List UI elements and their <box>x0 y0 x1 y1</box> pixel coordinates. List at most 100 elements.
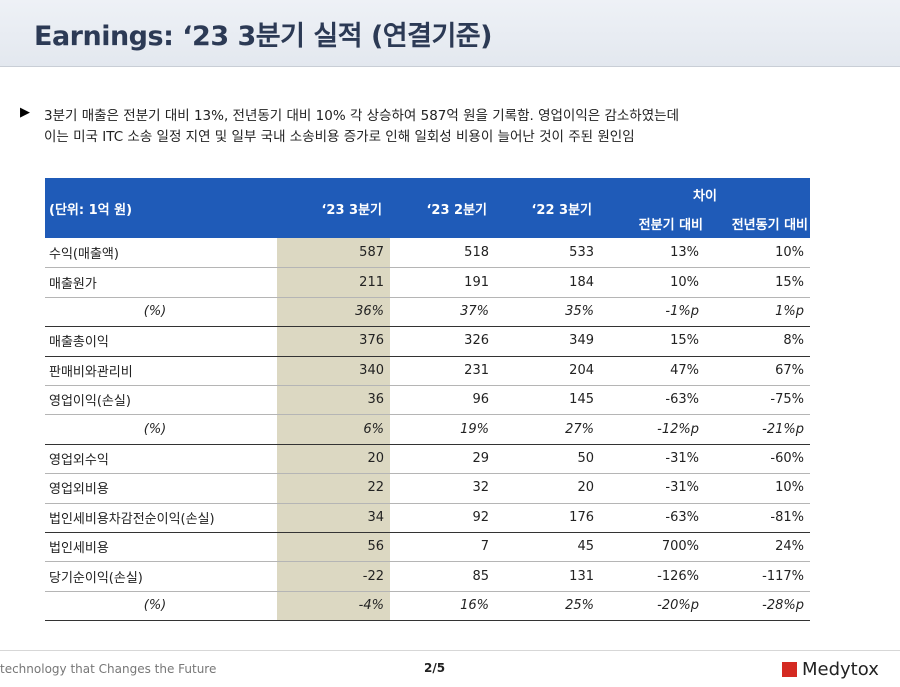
table-cell: 184 <box>569 274 594 290</box>
header-cell: ‘23 3분기 <box>321 202 382 218</box>
table-cell: 25% <box>565 597 594 613</box>
footer-tagline: technology that Changes the Future <box>0 662 217 676</box>
table-cell: -20%p <box>657 597 699 613</box>
table-cell: -31% <box>665 450 699 466</box>
logo-icon <box>782 662 797 677</box>
row-label: 영업이익(손실) <box>49 394 131 410</box>
table-cell: 27% <box>565 421 594 437</box>
row-divider <box>45 590 810 592</box>
table-cell: 67% <box>775 362 804 378</box>
table-cell: -63% <box>665 509 699 525</box>
header-cell: 전년동기 대비 <box>731 217 808 233</box>
table-cell: 92 <box>472 509 489 525</box>
table-cell: 231 <box>464 362 489 378</box>
table-cell: -31% <box>665 480 699 496</box>
row-divider <box>45 326 810 328</box>
table-cell: 211 <box>359 274 384 290</box>
row-label: (%) <box>143 303 167 319</box>
table-cell: 15% <box>775 274 804 290</box>
header-cell: ‘22 3분기 <box>531 202 592 218</box>
row-divider <box>45 532 810 533</box>
table-cell: 376 <box>359 333 384 349</box>
row-divider <box>45 561 810 563</box>
table-cell: 45 <box>577 539 594 555</box>
table-cell: 16% <box>460 597 489 613</box>
table-cell: -12%p <box>657 421 699 437</box>
table-cell: 29 <box>472 450 489 466</box>
table-cell: -81% <box>770 509 804 525</box>
table-cell: 50 <box>577 450 594 466</box>
bullet-text: 3분기 매출은 전분기 대비 13%, 전년동기 대비 10% 각 상승하여 5… <box>44 108 679 124</box>
row-divider <box>45 620 810 622</box>
table-cell: 15% <box>670 333 699 349</box>
bullet-icon: ▶ <box>20 105 30 120</box>
row-divider <box>45 385 810 386</box>
table-cell: 349 <box>569 333 594 349</box>
table-cell: 10% <box>670 274 699 290</box>
table-cell: 20 <box>577 480 594 496</box>
table-cell: -63% <box>665 392 699 408</box>
row-divider <box>45 473 810 475</box>
table-cell: 20 <box>367 450 384 466</box>
table-cell: 1%p <box>775 303 804 319</box>
table-cell: 10% <box>775 245 804 261</box>
row-label: 매출원가 <box>49 276 97 292</box>
table-cell: 34 <box>367 509 384 525</box>
table-cell: 32 <box>472 480 489 496</box>
row-label: (%) <box>143 597 167 613</box>
table-cell: 85 <box>472 568 489 584</box>
table-cell: 19% <box>460 421 489 437</box>
header-cell: ‘23 2분기 <box>426 202 487 218</box>
table-cell: 7 <box>480 539 489 555</box>
row-divider <box>45 355 810 357</box>
table-cell: 131 <box>569 568 594 584</box>
footer-rule <box>0 650 900 651</box>
row-divider <box>45 443 810 445</box>
table-cell: -28%p <box>762 597 804 613</box>
table-cell: -126% <box>657 568 699 584</box>
row-label: 영업외수익 <box>49 452 109 468</box>
table-cell: 340 <box>359 362 384 378</box>
table-cell: 204 <box>569 362 594 378</box>
table-cell: 36 <box>367 392 384 408</box>
row-label: 당기순이익(손실) <box>49 570 143 586</box>
table-cell: 10% <box>775 480 804 496</box>
row-divider <box>45 267 810 269</box>
logo: Medytox <box>802 659 879 680</box>
table-cell: 6% <box>363 421 384 437</box>
table-cell: 36% <box>355 303 384 319</box>
header-cell: 전분기 대비 <box>638 217 703 233</box>
table-cell: -75% <box>770 392 804 408</box>
table-cell: 700% <box>661 539 699 555</box>
row-label: 판매비와관리비 <box>49 364 133 380</box>
bullet-text: 이는 미국 ITC 소송 일정 지연 및 일부 국내 소송비용 증가로 인해 일… <box>44 129 635 145</box>
header-cell: (단위: 1억 원) <box>49 202 133 218</box>
row-label: 법인세비용 <box>49 541 109 557</box>
table-cell: -4% <box>358 597 384 613</box>
title: Earnings: ‘23 3분기 실적 (연결기준) <box>34 21 493 52</box>
table-cell: 24% <box>775 539 804 555</box>
title-bar <box>0 0 900 67</box>
table-cell: 326 <box>464 333 489 349</box>
table-cell: -1%p <box>665 303 699 319</box>
header-cell: 차이 <box>693 188 717 204</box>
table-cell: -21%p <box>762 421 804 437</box>
table-cell: 8% <box>783 333 804 349</box>
table-cell: 145 <box>569 392 594 408</box>
row-divider <box>45 296 810 298</box>
highlight-column <box>277 238 390 621</box>
row-divider <box>45 414 810 416</box>
table-cell: 518 <box>464 245 489 261</box>
table-cell: 13% <box>670 245 699 261</box>
table-cell: 191 <box>464 274 489 290</box>
table-cell: 22 <box>367 480 384 496</box>
row-label: 매출총이익 <box>49 335 109 351</box>
row-label: 영업외비용 <box>49 482 109 498</box>
table-cell: 533 <box>569 245 594 261</box>
row-label: 법인세비용차감전순이익(손실) <box>49 511 215 527</box>
table-cell: 176 <box>569 509 594 525</box>
table-cell: 35% <box>565 303 594 319</box>
table-cell: 56 <box>367 539 384 555</box>
